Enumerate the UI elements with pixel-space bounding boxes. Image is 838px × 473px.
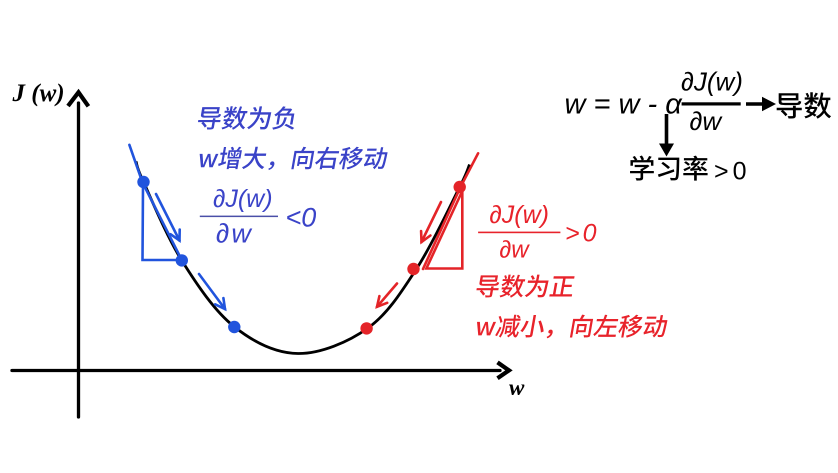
- svg-text:∂w: ∂w: [690, 106, 724, 136]
- svg-text:w: w: [509, 375, 525, 400]
- svg-text:∂w: ∂w: [499, 236, 530, 263]
- svg-text:>0: >0: [565, 220, 600, 248]
- svg-text:∂J(w): ∂J(w): [681, 67, 743, 97]
- svg-text:>0: >0: [714, 157, 751, 185]
- svg-text:w = w - α: w = w - α: [565, 89, 684, 121]
- svg-text:∂w: ∂w: [216, 219, 253, 249]
- svg-text:∂J(w): ∂J(w): [213, 185, 273, 213]
- svg-text:J (w): J (w): [12, 80, 65, 107]
- svg-text:∂J(w): ∂J(w): [489, 201, 549, 229]
- svg-text:<0: <0: [286, 203, 317, 233]
